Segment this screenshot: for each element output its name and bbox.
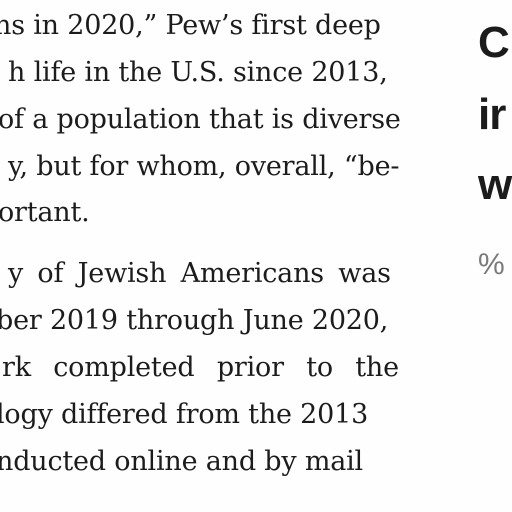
sidebar-heading-line: w: [478, 160, 512, 209]
sidebar-heading-column: C ir w %: [478, 0, 512, 512]
article-body-column: ns in 2020,” Pew’s first deep h life in …: [0, 10, 401, 477]
article-line: of a population that is diverse: [0, 104, 401, 135]
article-line: h life in the U.S. since 2013,: [8, 57, 388, 88]
article-line: y of Jewish Americans was: [8, 258, 391, 289]
sidebar-heading-line: ir: [478, 90, 506, 139]
sidebar-heading-line: C: [478, 18, 510, 67]
article-line: y, but for whom, overall, “be-: [8, 151, 400, 182]
article-line: ns in 2020,” Pew’s first deep: [0, 10, 381, 41]
sidebar-subhead: %: [478, 248, 505, 281]
article-line: ortant.: [0, 197, 90, 228]
article-line: nducted online and by mail: [0, 446, 363, 477]
article-line: rk completed prior to the: [2, 352, 399, 383]
article-line: logy differed from the 2013: [0, 399, 369, 430]
article-line: ber 2019 through June 2020,: [0, 305, 389, 336]
